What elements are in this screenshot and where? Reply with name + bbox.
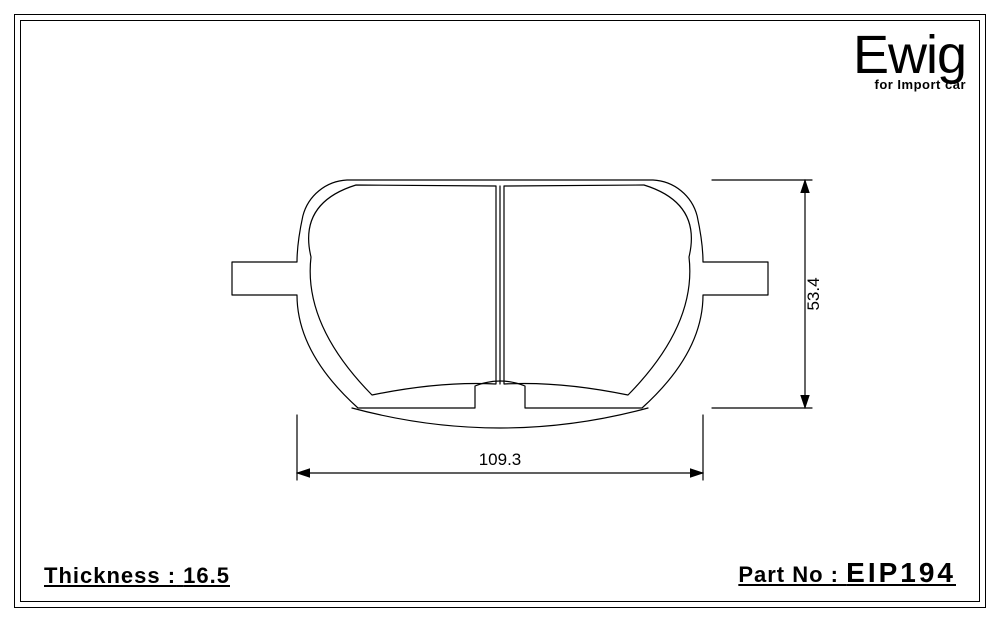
thickness-value: 16.5 bbox=[183, 563, 230, 588]
thickness-key: Thickness : bbox=[44, 563, 176, 588]
part-number: Part No : EIP194 bbox=[738, 557, 956, 589]
partno-key: Part No : bbox=[738, 562, 839, 587]
inner-frame bbox=[20, 20, 980, 602]
thickness-label: Thickness : 16.5 bbox=[44, 563, 230, 589]
logo-text: Ewig bbox=[853, 28, 966, 82]
partno-value: EIP194 bbox=[846, 557, 956, 588]
brand-logo: Ewig for Import car bbox=[853, 28, 966, 91]
